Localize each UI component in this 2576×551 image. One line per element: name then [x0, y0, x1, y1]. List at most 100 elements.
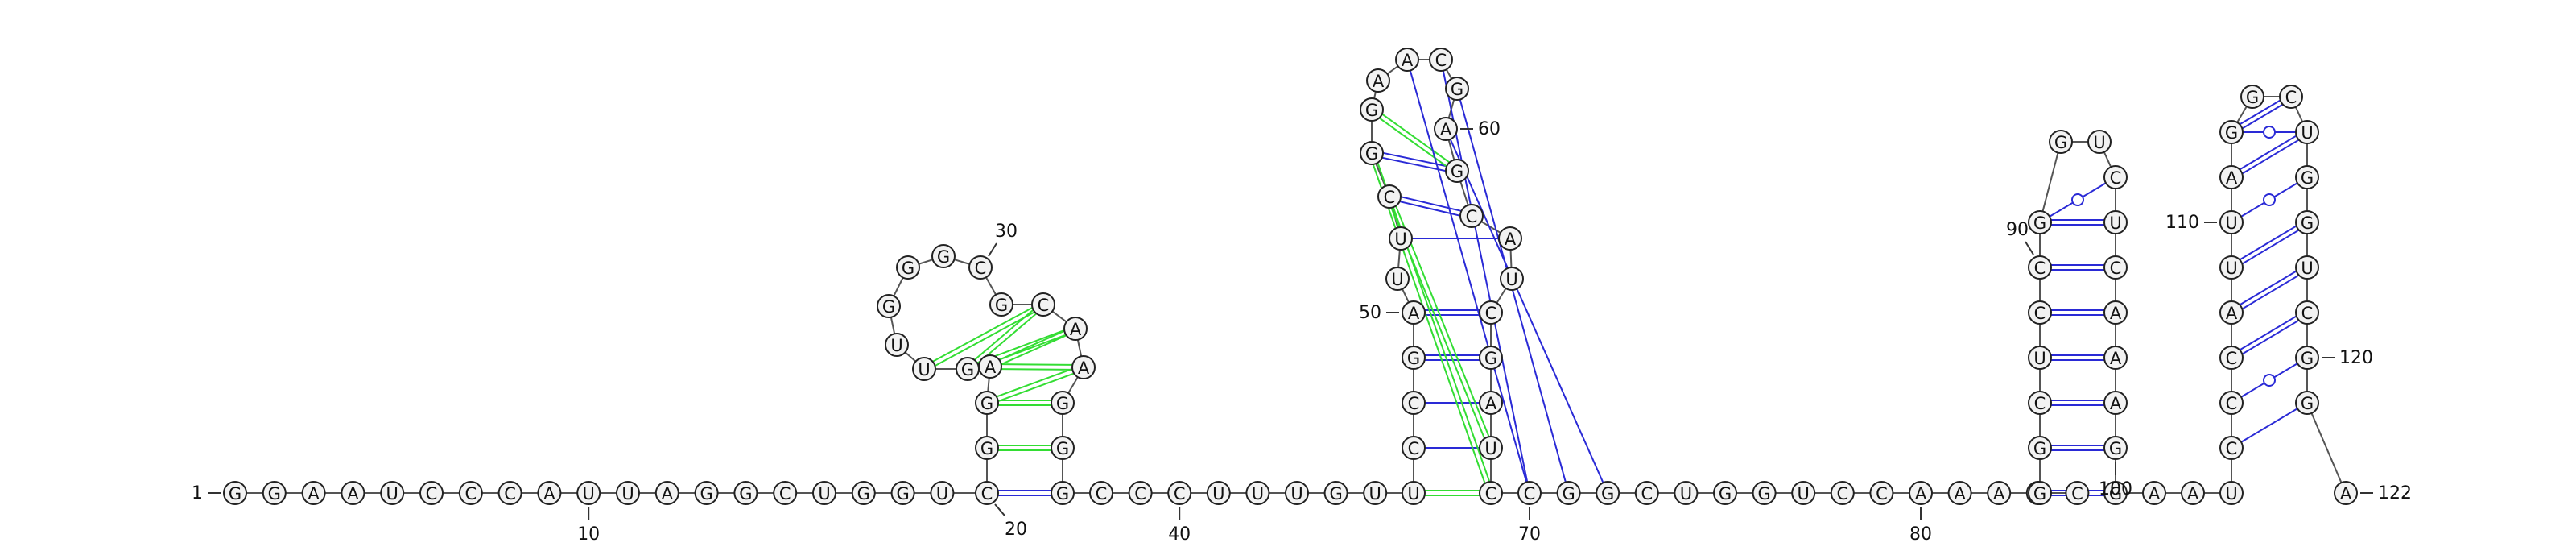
nucleotide-111: A — [2219, 165, 2244, 189]
svg-text:G: G — [882, 297, 895, 317]
nucleotide-38: C — [1089, 481, 1113, 505]
nucleotide-29: G — [931, 244, 956, 268]
svg-text:C: C — [464, 484, 477, 503]
nucleotide-24: G — [956, 357, 980, 381]
nucleotide-36: G — [1051, 436, 1075, 460]
pseudoknot-pair — [1373, 106, 1459, 170]
svg-text:C: C — [2034, 394, 2046, 413]
svg-text:C: C — [1408, 439, 1420, 458]
numbering-label-30: 30 — [995, 222, 1018, 242]
svg-text:U: U — [2033, 349, 2046, 368]
svg-text:G: G — [2109, 439, 2122, 458]
svg-text:U: U — [1369, 484, 1381, 503]
svg-text:C: C — [1096, 484, 1108, 503]
svg-text:A: A — [1078, 358, 1090, 378]
nucleotide-82: A — [1987, 481, 2012, 505]
svg-text:U: U — [2301, 259, 2313, 278]
svg-text:U: U — [386, 484, 398, 503]
nucleotide-87: C — [2028, 391, 2052, 415]
svg-text:U: U — [1212, 484, 1224, 503]
nucleotide-64: U — [1500, 267, 1524, 291]
nucleotide-116: G — [2295, 165, 2319, 189]
svg-text:U: U — [2225, 213, 2237, 233]
wobble-pair-marker — [2263, 126, 2276, 139]
nucleotide-5: U — [380, 481, 405, 505]
svg-text:G: G — [980, 439, 993, 458]
svg-text:C: C — [1134, 484, 1146, 503]
base-pair — [2232, 313, 2310, 361]
nucleotide-109: U — [2219, 255, 2244, 280]
svg-text:G: G — [902, 259, 914, 278]
nucleotide-103: A — [2181, 481, 2205, 505]
nucleotide-76: G — [1752, 481, 1777, 505]
nucleotide-96: C — [2103, 255, 2128, 280]
svg-text:U: U — [918, 360, 930, 379]
svg-text:A: A — [308, 484, 320, 503]
nucleotide-16: U — [812, 481, 836, 505]
svg-text:C: C — [2034, 259, 2046, 278]
svg-text:C: C — [426, 484, 438, 503]
numbering-label-90: 90 — [2006, 220, 2029, 240]
svg-text:G: G — [1056, 439, 1069, 458]
nucleotide-110: U — [2219, 210, 2244, 234]
pseudoknot-pair — [924, 305, 1045, 372]
nucleotide-59: G — [1445, 77, 1469, 101]
nucleotide-20: C — [975, 481, 999, 505]
wobble-pair-marker — [2263, 374, 2276, 387]
svg-text:A: A — [1373, 72, 1385, 91]
nucleotide-47: C — [1402, 436, 1426, 460]
nucleotide-102: A — [2142, 481, 2166, 505]
svg-text:G: G — [1562, 484, 1575, 503]
svg-text:G: G — [2033, 213, 2046, 233]
svg-text:C: C — [2034, 304, 2046, 323]
nucleotide-10: U — [576, 481, 601, 505]
svg-text:G: G — [2301, 394, 2314, 413]
nucleotide-61: G — [1445, 159, 1469, 183]
numbering-label-80: 80 — [1909, 524, 1932, 545]
svg-text:U: U — [1394, 230, 1406, 249]
nucleotide-26: U — [885, 333, 909, 357]
svg-text:A: A — [1505, 230, 1517, 249]
svg-text:G: G — [995, 296, 1008, 315]
svg-text:G: G — [1056, 394, 1069, 413]
svg-text:C: C — [2071, 484, 2083, 503]
nucleotide-67: A — [1479, 391, 1503, 415]
nucleotide-14: G — [733, 481, 758, 505]
svg-text:A: A — [2340, 484, 2352, 503]
svg-text:G: G — [857, 484, 870, 503]
nucleotide-2: G — [262, 481, 287, 505]
nucleotide-19: U — [930, 481, 955, 505]
nucleotide-85: G — [2028, 481, 2052, 505]
nucleotide-95: U — [2103, 210, 2128, 234]
pseudoknot-pair — [1406, 59, 1530, 494]
svg-text:G: G — [229, 484, 242, 503]
nucleotide-86: G — [2028, 436, 2052, 460]
base-pair — [2229, 129, 2306, 176]
nucleotide-34: A — [1071, 355, 1096, 379]
nucleotide-90: C — [2028, 255, 2052, 280]
nucleotide-94: C — [2103, 165, 2128, 189]
base-pair — [1371, 154, 1457, 174]
nucleotide-52: U — [1389, 226, 1413, 251]
nucleotide-9: A — [537, 481, 562, 505]
svg-text:G: G — [1365, 101, 1378, 120]
svg-text:C: C — [1038, 296, 1050, 315]
svg-text:G: G — [1451, 162, 1463, 181]
svg-text:C: C — [1485, 304, 1497, 323]
nucleotide-99: A — [2103, 391, 2128, 415]
svg-text:C: C — [981, 484, 993, 503]
svg-text:C: C — [975, 259, 987, 278]
svg-text:A: A — [1408, 304, 1420, 323]
wobble-pair-marker — [2071, 193, 2084, 206]
nucleotide-70: C — [1517, 481, 1542, 505]
svg-text:G: G — [268, 484, 281, 503]
svg-text:U: U — [936, 484, 948, 503]
svg-text:U: U — [1290, 484, 1302, 503]
nucleotide-32: C — [1031, 292, 1055, 317]
svg-text:C: C — [2285, 88, 2297, 107]
pseudoknot-pair — [1373, 151, 1494, 493]
nucleotide-97: A — [2103, 300, 2128, 325]
nucleotide-43: U — [1285, 481, 1309, 505]
pseudoknot-pair — [965, 301, 1042, 368]
